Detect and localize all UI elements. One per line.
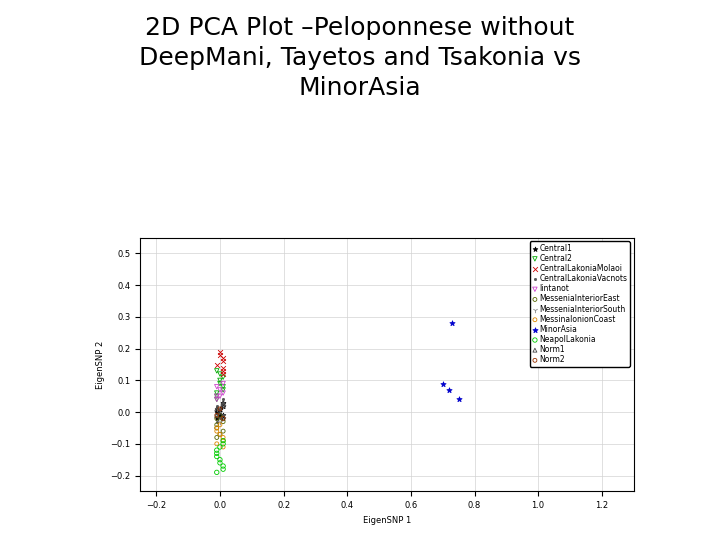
NeapolLakonia — [217, 436, 229, 445]
Text: 2D PCA Plot –Peloponnese without
DeepMani, Tayetos and Tsakonia vs
MinorAsia: 2D PCA Plot –Peloponnese without DeepMan… — [139, 16, 581, 99]
MesseniaInteriorSouth — [214, 417, 225, 426]
Central2 — [211, 389, 222, 397]
Central1 — [217, 401, 229, 410]
Central1 — [214, 404, 225, 413]
Central1 — [211, 408, 222, 416]
NeapolLakonia — [217, 465, 229, 474]
MessinalonionCoast — [211, 440, 222, 448]
Norm1 — [217, 401, 229, 410]
MesseniaInteriorEast — [217, 417, 229, 426]
MinorAsia — [446, 319, 458, 328]
CentralLakoniaMolaoi — [217, 363, 229, 372]
MessinalonionCoast — [217, 443, 229, 451]
Norm1 — [217, 398, 229, 407]
NeapolLakonia — [217, 440, 229, 448]
CentralLakoniaVacnots — [211, 401, 222, 410]
NeapolLakonia — [214, 458, 225, 467]
Norm1 — [211, 411, 222, 420]
Central2 — [211, 392, 222, 401]
MessinalonionCoast — [217, 436, 229, 445]
MessinalonionCoast — [214, 421, 225, 429]
Central1 — [211, 414, 222, 423]
Central1 — [217, 414, 229, 423]
Norm2 — [217, 414, 229, 423]
MinorAsia — [437, 379, 449, 388]
Norm1 — [214, 408, 225, 416]
Central2 — [214, 379, 225, 388]
CentralLakoniaVacnots — [214, 404, 225, 413]
Central2 — [211, 395, 222, 404]
CentralLakoniaVacnots — [211, 417, 222, 426]
Iintanot — [217, 379, 229, 388]
MesseniaInteriorEast — [217, 427, 229, 435]
Central2 — [214, 376, 225, 384]
Central2 — [217, 382, 229, 391]
CentralLakoniaMolaoi — [217, 354, 229, 362]
Central1 — [211, 408, 222, 416]
Central1 — [217, 411, 229, 420]
CentralLakoniaMolaoi — [217, 367, 229, 375]
Central1 — [214, 411, 225, 420]
CentralLakoniaMolaoi — [217, 357, 229, 366]
Central1 — [214, 404, 225, 413]
CentralLakoniaVacnots — [217, 395, 229, 404]
MesseniaInteriorEast — [211, 414, 222, 423]
MinorAsia — [549, 306, 560, 315]
Iintanot — [214, 386, 225, 394]
MesseniaInteriorSouth — [217, 414, 229, 423]
MesseniaInteriorEast — [214, 411, 225, 420]
Iintanot — [211, 395, 222, 404]
NeapolLakonia — [211, 449, 222, 457]
MesseniaInteriorEast — [214, 430, 225, 438]
CentralLakoniaVacnots — [217, 398, 229, 407]
MesseniaInteriorEast — [211, 433, 222, 442]
NeapolLakonia — [211, 468, 222, 477]
MessinalonionCoast — [211, 423, 222, 432]
MesseniaInteriorEast — [211, 423, 222, 432]
CentralLakoniaVacnots — [217, 411, 229, 420]
NeapolLakonia — [211, 452, 222, 461]
Iintanot — [211, 392, 222, 401]
Iintanot — [217, 389, 229, 397]
CentralLakoniaMolaoi — [214, 350, 225, 359]
Norm2 — [214, 404, 225, 413]
Y-axis label: EigenSNP 2: EigenSNP 2 — [96, 340, 105, 389]
MinorAsia — [453, 395, 464, 404]
MessinalonionCoast — [217, 433, 229, 442]
Central2 — [217, 373, 229, 381]
Norm2 — [211, 411, 222, 420]
MesseniaInteriorSouth — [211, 411, 222, 420]
Central2 — [214, 370, 225, 379]
MinorAsia — [444, 386, 455, 394]
Norm1 — [211, 404, 222, 413]
Central2 — [217, 386, 229, 394]
Central1 — [217, 398, 229, 407]
CentralLakoniaVacnots — [214, 414, 225, 423]
CentralLakoniaMolaoi — [211, 360, 222, 369]
CentralLakoniaMolaoi — [217, 370, 229, 379]
NeapolLakonia — [214, 455, 225, 464]
NeapolLakonia — [214, 443, 225, 451]
Central1 — [211, 404, 222, 413]
MesseniaInteriorSouth — [217, 401, 229, 410]
X-axis label: EigenSNP 1: EigenSNP 1 — [363, 516, 411, 525]
Legend: Central1, Central2, CentralLakoniaMolaoi, CentralLakoniaVacnots, Iintanot, Messe: Central1, Central2, CentralLakoniaMolaoi… — [529, 241, 630, 367]
Central1 — [217, 401, 229, 410]
Iintanot — [214, 392, 225, 401]
MesseniaInteriorSouth — [211, 404, 222, 413]
Central2 — [211, 367, 222, 375]
Central1 — [214, 411, 225, 420]
Iintanot — [211, 382, 222, 391]
MesseniaInteriorEast — [211, 421, 222, 429]
Central1 — [217, 398, 229, 407]
NeapolLakonia — [211, 446, 222, 455]
MessinalonionCoast — [211, 427, 222, 435]
CentralLakoniaMolaoi — [214, 348, 225, 356]
NeapolLakonia — [217, 462, 229, 470]
Central1 — [214, 404, 225, 413]
MessinalonionCoast — [214, 430, 225, 438]
